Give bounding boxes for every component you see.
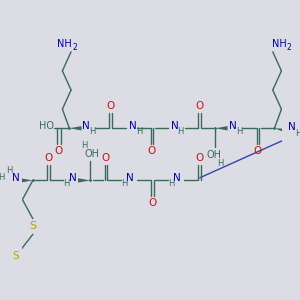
Text: O: O <box>196 101 204 111</box>
Text: N: N <box>229 121 237 131</box>
Polygon shape <box>215 126 228 130</box>
Text: O: O <box>148 146 156 156</box>
Text: O: O <box>254 146 262 156</box>
Text: N: N <box>12 173 19 183</box>
Text: S: S <box>29 221 36 232</box>
Text: 2: 2 <box>287 43 292 52</box>
Text: N: N <box>82 121 90 131</box>
Text: O: O <box>44 153 52 163</box>
Text: NH: NH <box>272 39 287 49</box>
Text: H: H <box>89 127 95 136</box>
Polygon shape <box>78 178 90 183</box>
Text: O: O <box>102 153 110 163</box>
Text: O: O <box>55 146 63 156</box>
Text: H: H <box>136 127 142 136</box>
Text: H: H <box>218 159 224 168</box>
Text: N: N <box>288 122 296 132</box>
Text: S: S <box>12 251 19 261</box>
Text: N: N <box>171 121 178 131</box>
Text: H: H <box>6 167 13 176</box>
Text: H: H <box>295 129 300 138</box>
Text: 2: 2 <box>72 43 77 52</box>
Text: H: H <box>177 127 184 136</box>
Polygon shape <box>21 178 33 183</box>
Text: N: N <box>173 173 181 183</box>
Text: O: O <box>149 198 157 208</box>
Text: H: H <box>168 179 174 188</box>
Text: H: H <box>0 173 5 182</box>
Text: OH: OH <box>206 150 221 160</box>
Text: OH: OH <box>84 149 99 159</box>
Text: H: H <box>81 141 87 150</box>
Text: H: H <box>121 179 127 188</box>
Text: O: O <box>106 101 114 111</box>
Polygon shape <box>69 126 82 130</box>
Text: N: N <box>129 121 137 131</box>
Text: H: H <box>236 127 242 136</box>
Polygon shape <box>274 128 287 133</box>
Text: H: H <box>64 179 70 188</box>
Text: N: N <box>126 173 134 183</box>
Text: O: O <box>196 153 204 163</box>
Text: HO: HO <box>39 121 54 131</box>
Text: NH: NH <box>57 39 71 49</box>
Text: N: N <box>69 173 77 183</box>
